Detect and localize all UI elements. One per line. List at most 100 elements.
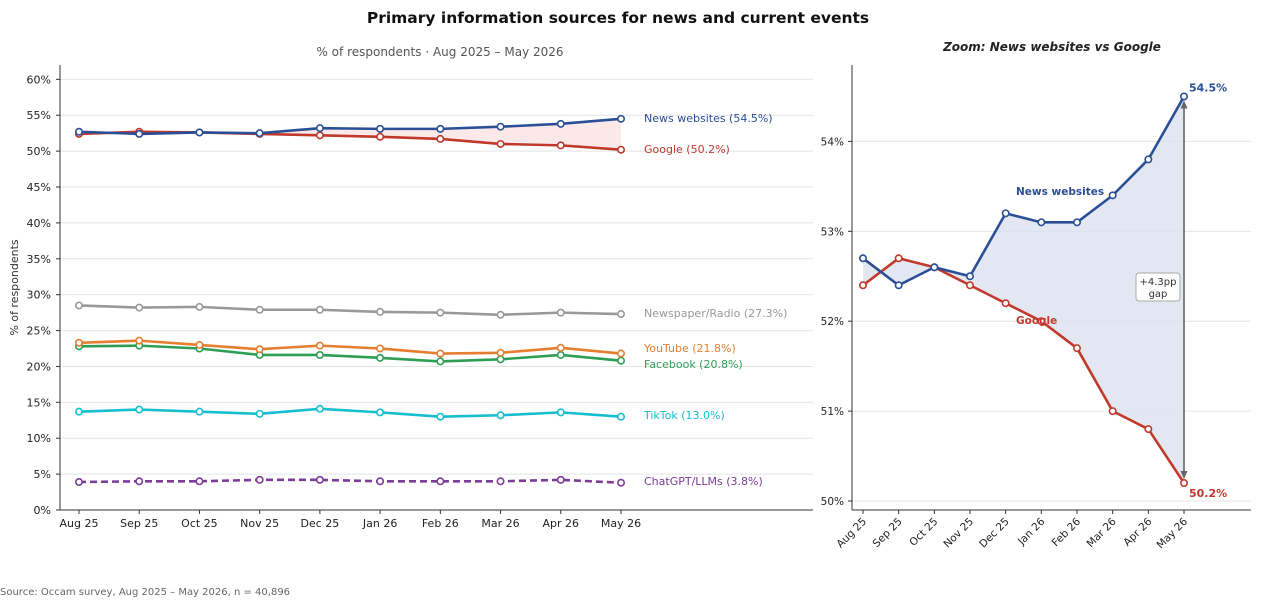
y-tick-label: 60% bbox=[27, 73, 51, 86]
data-point-news-websites bbox=[135, 129, 144, 138]
data-point-news-websites bbox=[255, 129, 264, 138]
data-point-newspaper-radio bbox=[315, 305, 324, 314]
data-point-newspaper-radio bbox=[195, 302, 204, 311]
gap-annotation-value: +4.3pp bbox=[1140, 277, 1177, 288]
zoom-series-line-google bbox=[862, 256, 1186, 484]
data-point-google bbox=[315, 131, 324, 140]
data-point-newspaper-radio bbox=[556, 308, 565, 317]
zoom-data-point-google bbox=[1037, 317, 1046, 326]
y-tick-label: 20% bbox=[27, 360, 51, 373]
x-tick-label: Oct 25 bbox=[181, 517, 218, 530]
zoom-data-point-google bbox=[930, 263, 939, 272]
data-point-youtube bbox=[195, 340, 204, 349]
gap-annotation-box bbox=[1135, 272, 1181, 302]
zoom-x-tick-label: Feb 26 bbox=[1050, 515, 1084, 549]
data-point-news-websites bbox=[376, 124, 385, 133]
x-tick-label: Aug 25 bbox=[60, 517, 99, 530]
data-point-tiktok bbox=[496, 411, 505, 420]
series-label-news-websites: News websites (54.5%) bbox=[644, 112, 773, 125]
y-tick-label: 5% bbox=[34, 468, 51, 481]
zoom-data-point-google bbox=[1001, 299, 1010, 308]
data-point-news-websites bbox=[496, 122, 505, 131]
data-point-google bbox=[436, 134, 445, 143]
data-point-facebook bbox=[436, 357, 445, 366]
zoom-data-point-google bbox=[894, 254, 903, 263]
zoom-end-label-news-websites: 54.5% bbox=[1189, 81, 1227, 94]
x-tick-label: Mar 26 bbox=[481, 517, 519, 530]
series-label-tiktok: TikTok (13.0%) bbox=[643, 409, 725, 422]
series-line-facebook bbox=[78, 344, 622, 363]
data-point-youtube bbox=[255, 345, 264, 354]
data-point-chatgpt-llms bbox=[436, 477, 445, 486]
series-label-chatgpt-llms: ChatGPT/LLMs (3.8%) bbox=[644, 475, 763, 488]
data-point-chatgpt-llms bbox=[195, 477, 204, 486]
data-point-chatgpt-llms bbox=[556, 475, 565, 484]
zoom-end-label-google: 50.2% bbox=[1189, 487, 1227, 500]
data-point-youtube bbox=[496, 348, 505, 357]
y-axis-label: % of respondents bbox=[8, 239, 21, 336]
data-point-news-websites bbox=[315, 124, 324, 133]
data-point-youtube bbox=[75, 338, 84, 347]
data-point-chatgpt-llms bbox=[135, 477, 144, 486]
zoom-x-tick-label: Oct 25 bbox=[907, 516, 940, 549]
source-note: Source: Occam survey, Aug 2025 – May 202… bbox=[0, 587, 291, 598]
data-point-facebook bbox=[556, 350, 565, 359]
zoom-x-tick-label: Aug 25 bbox=[834, 516, 869, 551]
zoom-x-tick-label: Mar 26 bbox=[1084, 515, 1119, 550]
data-point-tiktok bbox=[436, 412, 445, 421]
zoom-x-tick-label: Jan 26 bbox=[1015, 515, 1048, 548]
data-point-chatgpt-llms bbox=[255, 475, 264, 484]
zoom-fill-between bbox=[863, 96, 1184, 484]
zoom-series-line-news-websites bbox=[862, 95, 1186, 287]
data-point-facebook bbox=[496, 355, 505, 364]
data-point-google bbox=[616, 145, 625, 154]
data-point-newspaper-radio bbox=[496, 310, 505, 319]
zoom-data-point-google bbox=[1144, 425, 1153, 434]
y-tick-label: 0% bbox=[34, 504, 51, 517]
data-point-newspaper-radio bbox=[255, 305, 264, 314]
data-point-chatgpt-llms bbox=[75, 478, 84, 487]
series-line-youtube bbox=[78, 339, 622, 355]
series-label-newspaper-radio: Newspaper/Radio (27.3%) bbox=[644, 307, 787, 320]
zoom-chart-title: Zoom: News websites vs Google bbox=[943, 40, 1161, 54]
data-point-tiktok bbox=[315, 404, 324, 413]
data-point-facebook bbox=[315, 350, 324, 359]
y-tick-label: 45% bbox=[27, 181, 51, 194]
data-point-news-websites bbox=[436, 124, 445, 133]
x-tick-label: Nov 25 bbox=[240, 517, 279, 530]
data-point-chatgpt-llms bbox=[496, 477, 505, 486]
data-point-newspaper-radio bbox=[135, 303, 144, 312]
y-tick-label: 30% bbox=[27, 289, 51, 302]
series-label-facebook: Facebook (20.8%) bbox=[644, 358, 743, 371]
data-point-news-websites bbox=[195, 128, 204, 137]
y-tick-label: 35% bbox=[27, 253, 51, 266]
data-point-news-websites bbox=[616, 114, 625, 123]
data-point-chatgpt-llms bbox=[315, 475, 324, 484]
zoom-data-point-news-websites bbox=[858, 254, 867, 263]
zoom-x-tick-label: Dec 25 bbox=[977, 516, 1012, 551]
data-point-facebook bbox=[616, 356, 625, 365]
x-tick-label: Dec 25 bbox=[300, 517, 339, 530]
data-point-tiktok bbox=[75, 407, 84, 416]
data-point-news-websites bbox=[75, 127, 84, 136]
chart-title: Primary information sources for news and… bbox=[366, 9, 870, 27]
zoom-data-point-google bbox=[1073, 344, 1082, 353]
gap-arrow-head-bottom bbox=[1180, 471, 1188, 480]
zoom-x-tick-label: Nov 25 bbox=[941, 516, 976, 551]
zoom-data-point-google bbox=[1108, 407, 1117, 416]
zoom-data-point-news-websites bbox=[930, 263, 939, 272]
x-tick-label: May 26 bbox=[601, 517, 641, 530]
x-tick-label: Apr 26 bbox=[543, 517, 580, 530]
zoom-data-point-google bbox=[858, 281, 867, 290]
zoom-data-point-news-websites bbox=[1073, 218, 1082, 227]
data-point-chatgpt-llms bbox=[616, 478, 625, 487]
series-label-youtube: YouTube (21.8%) bbox=[643, 342, 736, 355]
gap-annotation-word: gap bbox=[1149, 289, 1168, 300]
zoom-data-point-news-websites bbox=[1037, 218, 1046, 227]
data-point-youtube bbox=[616, 349, 625, 358]
data-point-google bbox=[496, 139, 505, 148]
series-line-news-websites bbox=[78, 117, 622, 136]
chart-subtitle: % of respondents · Aug 2025 – May 2026 bbox=[316, 45, 564, 59]
zoom-series-label-news-websites: News websites bbox=[1016, 186, 1104, 198]
data-point-newspaper-radio bbox=[75, 301, 84, 310]
